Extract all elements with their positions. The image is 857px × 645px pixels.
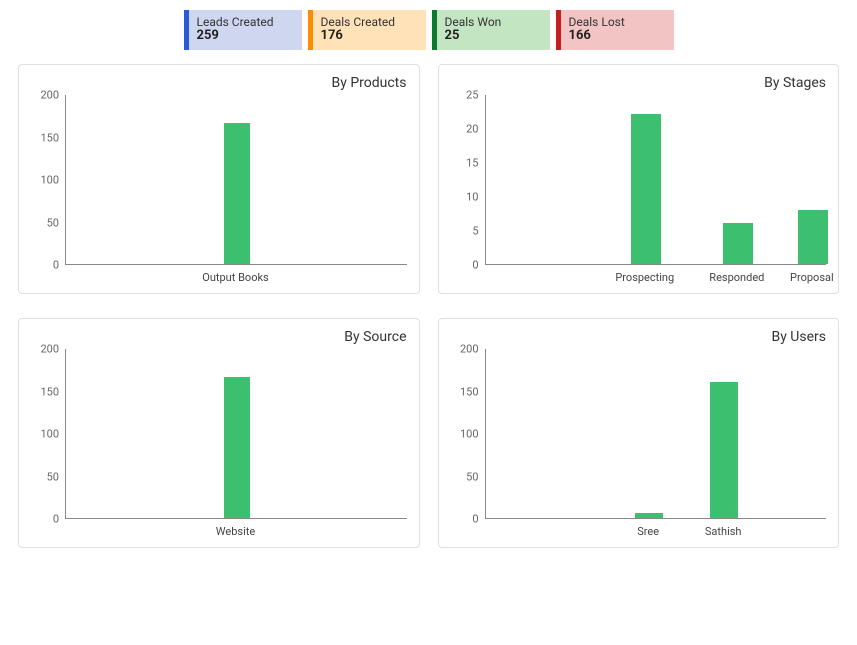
kpi-card-3: Deals Lost166 <box>556 10 674 50</box>
kpi-body: Deals Lost166 <box>561 10 674 50</box>
chart-plot: 050100150200Output Books <box>31 95 407 285</box>
chart-axes <box>485 349 827 519</box>
kpi-label: Deals Lost <box>569 16 666 30</box>
chart-card-1: By Stages 0 5 10 15 20 25 Prospecting Responded P… <box>438 64 840 294</box>
bar-0 <box>224 377 250 518</box>
y-tick: 100 <box>31 428 65 441</box>
chart-axes <box>65 349 407 519</box>
chart-axes <box>65 95 407 265</box>
chart-title: By Stages <box>451 75 827 91</box>
kpi-body: Deals Created176 <box>313 10 426 50</box>
chart-title: By Source <box>31 329 407 345</box>
kpi-row: Leads Created259 Deals Created176 Deals Wo… <box>0 0 857 64</box>
x-label: Website <box>216 525 255 538</box>
chart-title: By Products <box>31 75 407 91</box>
chart-title: By Users <box>451 329 827 345</box>
y-tick: 0 <box>31 513 65 526</box>
y-tick: 10 <box>451 191 485 204</box>
kpi-value: 259 <box>197 29 294 44</box>
bar-0 <box>631 114 661 264</box>
kpi-card-0: Leads Created259 <box>184 10 302 50</box>
y-tick: 100 <box>31 174 65 187</box>
y-tick: 20 <box>451 123 485 136</box>
y-tick: 200 <box>31 89 65 102</box>
bar-1 <box>723 223 753 264</box>
kpi-label: Deals Won <box>445 16 542 30</box>
y-tick: 25 <box>451 89 485 102</box>
y-tick: 150 <box>31 385 65 398</box>
y-tick: 150 <box>31 131 65 144</box>
y-tick: 5 <box>451 225 485 238</box>
y-tick: 150 <box>451 385 485 398</box>
bar-0 <box>224 123 250 264</box>
kpi-card-1: Deals Created176 <box>308 10 426 50</box>
chart-plot: 050100150200Website <box>31 349 407 539</box>
bar-0 <box>635 513 663 518</box>
chart-axes <box>485 95 827 265</box>
y-tick: 200 <box>31 343 65 356</box>
y-tick: 0 <box>451 513 485 526</box>
bar-1 <box>710 382 738 518</box>
kpi-label: Deals Created <box>321 16 418 30</box>
y-tick: 0 <box>451 259 485 272</box>
y-tick: 200 <box>451 343 485 356</box>
y-tick: 50 <box>31 216 65 229</box>
chart-card-0: By Products 0 50 100 150 200 Output Books <box>18 64 420 294</box>
y-tick: 0 <box>31 259 65 272</box>
chart-plot: 0510152025ProspectingRespondedProposal <box>451 95 827 285</box>
kpi-body: Leads Created259 <box>189 10 302 50</box>
kpi-body: Deals Won25 <box>437 10 550 50</box>
chart-plot: 050100150200SreeSathish <box>451 349 827 539</box>
y-tick: 50 <box>451 470 485 483</box>
y-tick: 50 <box>31 470 65 483</box>
kpi-card-2: Deals Won25 <box>432 10 550 50</box>
kpi-value: 166 <box>569 29 666 44</box>
bar-2 <box>798 210 828 264</box>
chart-card-2: By Source 0 50 100 150 200 Website <box>18 318 420 548</box>
chart-grid: By Products050100150200Output BooksBy St… <box>0 64 857 566</box>
y-tick: 15 <box>451 157 485 170</box>
kpi-value: 25 <box>445 29 542 44</box>
kpi-label: Leads Created <box>197 16 294 30</box>
x-label: Prospecting <box>615 271 674 284</box>
x-label: Responded <box>709 271 764 284</box>
x-label: Sree <box>637 525 659 538</box>
x-label: Proposal <box>790 271 834 284</box>
kpi-value: 176 <box>321 29 418 44</box>
chart-card-3: By Users 0 50 100 150 200 Sree Sathish <box>438 318 840 548</box>
y-tick: 100 <box>451 428 485 441</box>
x-label: Sathish <box>705 525 742 538</box>
x-label: Output Books <box>202 271 268 284</box>
